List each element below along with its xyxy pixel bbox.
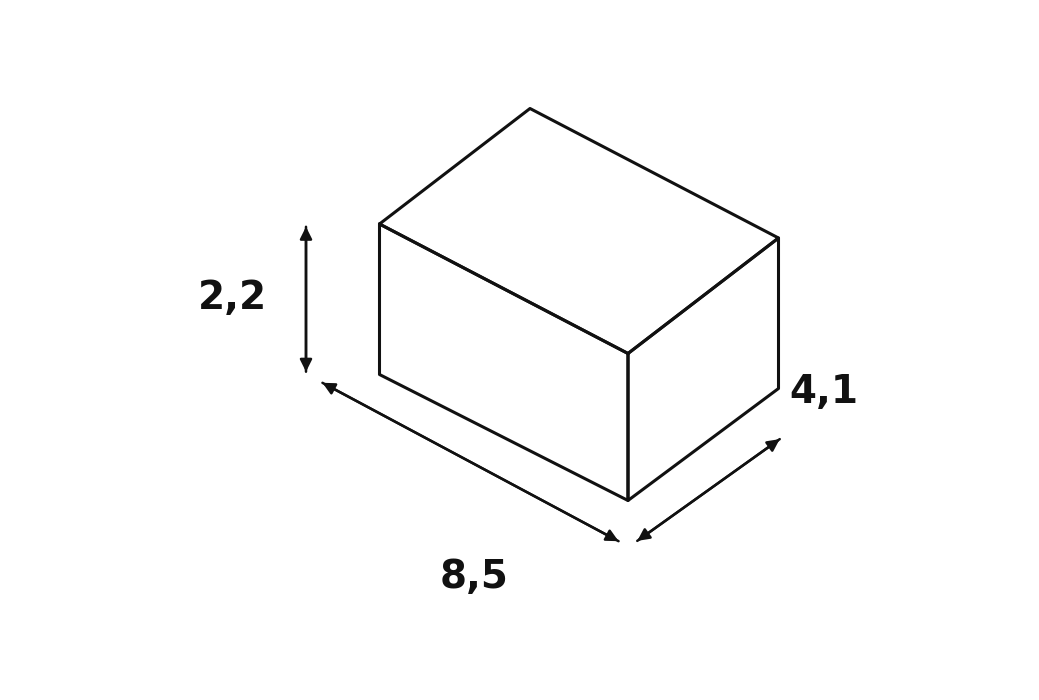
Text: 2,2: 2,2	[198, 279, 267, 316]
Text: 4,1: 4,1	[790, 373, 858, 411]
Text: 8,5: 8,5	[439, 559, 508, 596]
